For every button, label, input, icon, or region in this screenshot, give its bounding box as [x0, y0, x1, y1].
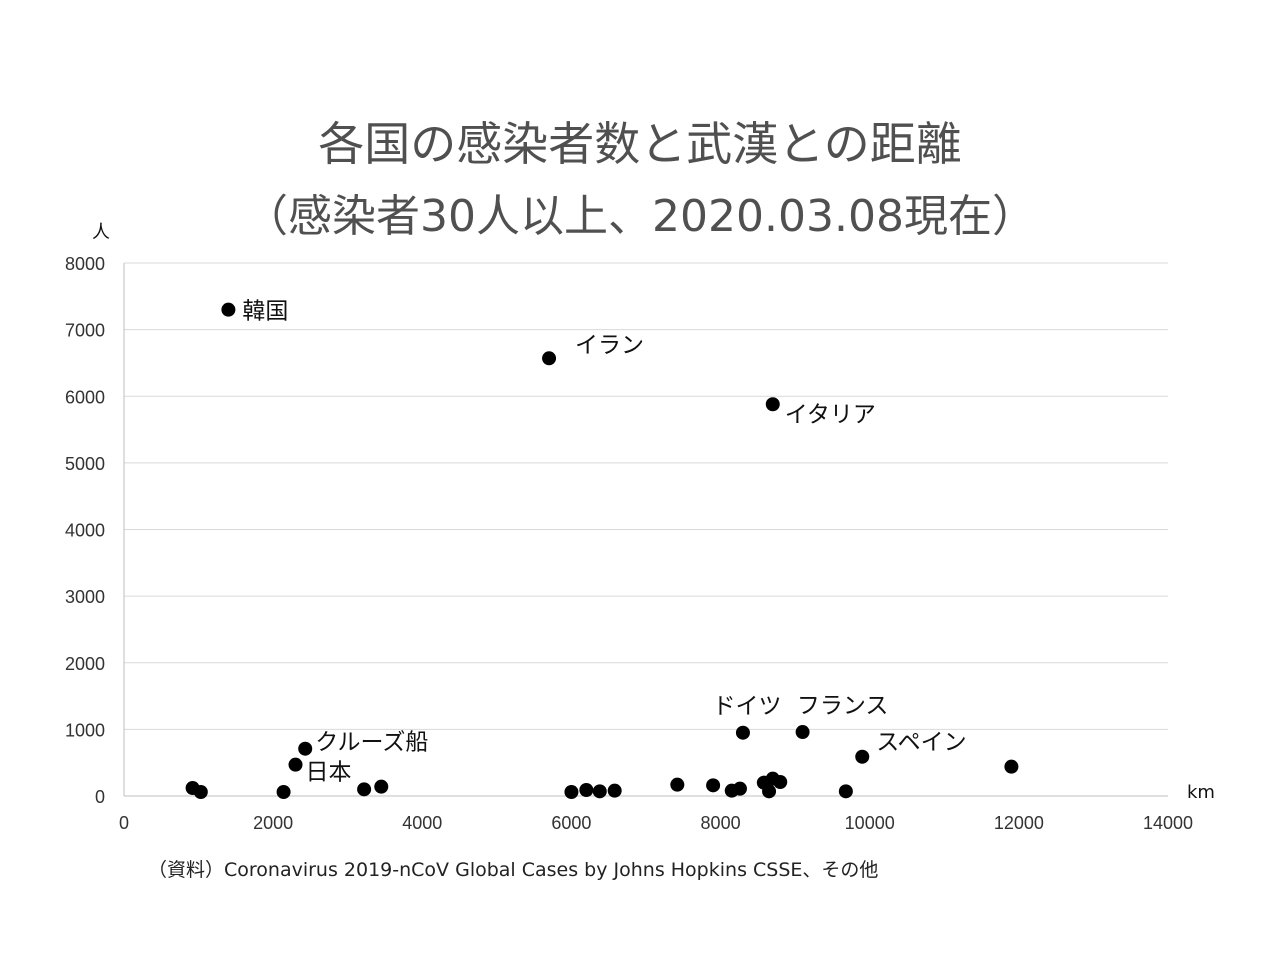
- y-tick-label: 7000: [65, 321, 105, 341]
- data-point: [193, 785, 208, 800]
- data-point-イラン: [542, 351, 557, 366]
- point-label: スペイン: [876, 730, 966, 756]
- point-label: ドイツ: [712, 694, 781, 720]
- data-point: [1004, 759, 1019, 774]
- y-tick-label: 4000: [65, 521, 105, 541]
- data-points: [185, 302, 1019, 800]
- data-point: [579, 783, 594, 798]
- x-tick-label: 10000: [845, 813, 895, 833]
- data-point-韓国: [221, 302, 236, 317]
- point-label: クルーズ船: [315, 730, 428, 756]
- chart-title-line1: 各国の感染者数と武漢との距離: [318, 117, 962, 171]
- x-tick-label: 2000: [253, 813, 293, 833]
- data-point: [607, 783, 622, 798]
- data-point: [762, 784, 777, 799]
- axes: [123, 263, 1168, 797]
- point-label: 日本: [306, 760, 352, 786]
- y-tick-label: 8000: [65, 254, 105, 274]
- y-tick-label: 0: [95, 787, 105, 807]
- tick-labels: 0 1000 2000 3000 4000 5000 6000 7000 8000 0 2000 40…: [65, 254, 1193, 833]
- data-point: [276, 785, 291, 800]
- data-point-フランス: [795, 725, 810, 740]
- data-point: [838, 784, 853, 799]
- data-point-クルーズ船: [298, 741, 313, 756]
- y-axis-unit: 人: [92, 222, 110, 243]
- data-point-スペイン: [855, 749, 870, 764]
- x-tick-label: 6000: [551, 813, 591, 833]
- point-label: 韓国: [242, 299, 288, 325]
- x-axis-unit: km: [1187, 782, 1215, 803]
- data-point: [592, 784, 607, 799]
- data-point-イタリア: [765, 397, 780, 412]
- x-tick-label: 0: [119, 813, 129, 833]
- source-note: （資料）Coronavirus 2019-nCoV Global Cases b…: [148, 859, 879, 881]
- data-point: [357, 782, 372, 797]
- gridlines: [124, 262, 1168, 730]
- x-tick-label: 12000: [994, 813, 1044, 833]
- y-tick-label: 5000: [65, 454, 105, 474]
- data-point-ドイツ: [735, 725, 750, 740]
- x-tick-label: 14000: [1143, 813, 1193, 833]
- data-point: [706, 778, 721, 793]
- data-point: [374, 779, 389, 794]
- data-point: [732, 781, 747, 796]
- data-point: [670, 777, 685, 792]
- y-tick-label: 3000: [65, 587, 105, 607]
- x-tick-label: 4000: [402, 813, 442, 833]
- point-label: イタリア: [785, 402, 876, 428]
- data-point: [773, 775, 788, 790]
- x-tick-label: 8000: [701, 813, 741, 833]
- chart-title-line2: （感染者30人以上、2020.03.08現在）: [244, 191, 1036, 242]
- y-tick-label: 6000: [65, 387, 105, 407]
- data-point: [564, 785, 579, 800]
- point-label: フランス: [797, 693, 889, 719]
- data-point-日本: [288, 757, 303, 772]
- y-tick-label: 1000: [65, 720, 105, 740]
- y-tick-label: 2000: [65, 654, 105, 674]
- point-label: イラン: [575, 332, 644, 358]
